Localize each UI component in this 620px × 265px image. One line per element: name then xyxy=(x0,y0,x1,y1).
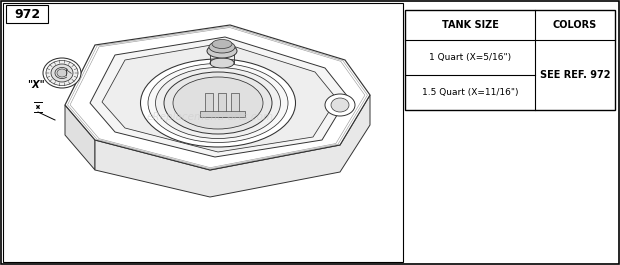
Bar xyxy=(200,111,245,117)
Text: 972: 972 xyxy=(14,7,40,20)
Ellipse shape xyxy=(209,41,235,53)
Polygon shape xyxy=(90,37,348,157)
Text: COLORS: COLORS xyxy=(553,20,597,30)
Bar xyxy=(405,10,615,110)
Bar xyxy=(3,3,403,262)
Text: 1.5 Quart (X=11/16"): 1.5 Quart (X=11/16") xyxy=(422,88,518,97)
Ellipse shape xyxy=(212,39,232,48)
Ellipse shape xyxy=(331,98,349,112)
Ellipse shape xyxy=(51,64,73,82)
Ellipse shape xyxy=(164,72,272,134)
Bar xyxy=(231,93,239,115)
Polygon shape xyxy=(95,95,370,197)
Ellipse shape xyxy=(46,60,78,86)
Text: eReplacementParts.com: eReplacementParts.com xyxy=(146,112,273,122)
Ellipse shape xyxy=(141,59,296,147)
Text: SEE REF. 972: SEE REF. 972 xyxy=(540,70,610,80)
Polygon shape xyxy=(65,105,95,170)
Bar xyxy=(6,5,48,23)
Ellipse shape xyxy=(43,58,81,88)
Text: "X": "X" xyxy=(27,80,45,90)
Polygon shape xyxy=(102,43,337,152)
Ellipse shape xyxy=(57,69,67,77)
Bar xyxy=(218,93,226,117)
Text: TANK SIZE: TANK SIZE xyxy=(441,20,498,30)
Ellipse shape xyxy=(173,77,263,129)
Text: 1 Quart (X=5/16"): 1 Quart (X=5/16") xyxy=(429,53,511,62)
Ellipse shape xyxy=(325,94,355,116)
Polygon shape xyxy=(65,25,370,170)
Ellipse shape xyxy=(156,68,280,139)
Ellipse shape xyxy=(148,64,288,143)
Ellipse shape xyxy=(207,44,237,58)
Bar xyxy=(205,93,213,115)
Ellipse shape xyxy=(210,58,234,68)
